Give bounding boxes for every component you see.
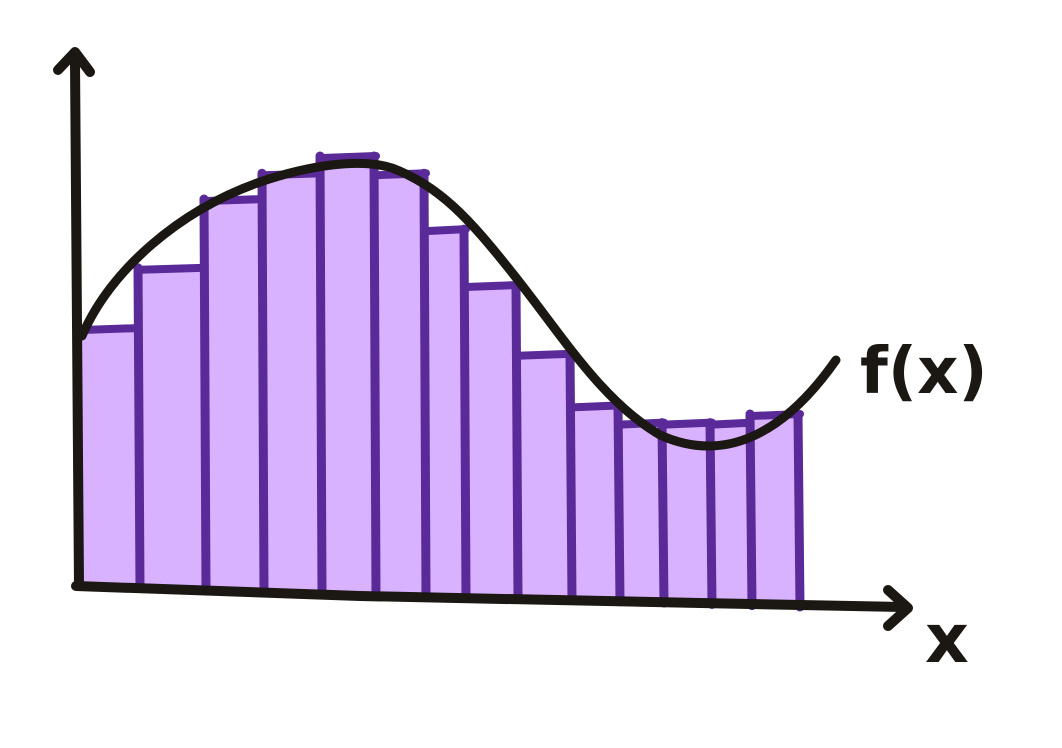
bar-top-edge [422,225,470,236]
bar-divider [199,194,211,595]
riemann-bar [322,156,376,595]
bar-top-edge [318,152,380,162]
bar-divider [511,280,523,604]
bar-top-edge [708,418,756,429]
x-axis-arrowhead [883,585,913,631]
bar-divider [257,168,269,596]
bar-divider [613,400,625,607]
bar-divider [459,224,471,602]
bar-top-edge [78,324,144,334]
bar-divider [133,263,145,593]
riemann-bar [140,267,206,590]
bar-divider [793,409,805,612]
bar-divider [745,409,757,611]
riemann-bar [82,328,140,588]
bar-top-edge [462,281,522,291]
riemann-bar [752,414,800,607]
bar-divider [315,151,327,598]
bar-divider [657,418,669,608]
riemann-bar [426,229,466,598]
riemann-bar [712,422,752,606]
riemann-bar [572,405,620,602]
riemann-bar [376,173,426,597]
y-axis-arrowhead [53,47,95,77]
bar-divider [369,151,381,600]
bar-divider [419,168,431,601]
riemann-bar [206,199,264,592]
riemann-bar [466,285,518,599]
bar-top-edge [514,349,576,360]
x-axis [71,581,909,612]
bar-top-edge [660,418,716,429]
bar-divider [705,418,717,609]
riemann-bar [264,173,322,594]
bar-divider [565,349,577,605]
function-label: f(x) [860,335,988,409]
x-axis-label: x [925,600,969,679]
riemann-bar [664,422,712,605]
function-curve [77,158,841,451]
y-axis [70,57,84,591]
riemann-bar [620,422,664,604]
riemann-bars [78,151,805,612]
bar-top-edge [568,401,624,412]
bar-top-edge [136,263,210,274]
riemann-bar [518,353,572,601]
